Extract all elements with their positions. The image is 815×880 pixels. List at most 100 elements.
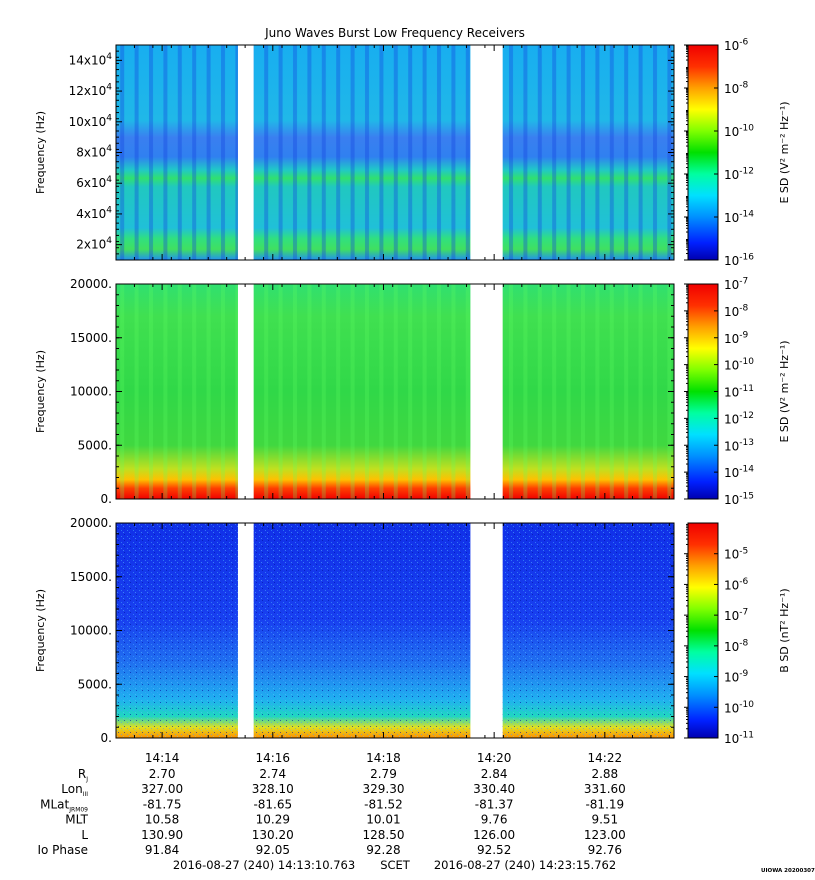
footer-start-time: 2016-08-27 (240) 14:13:10.763	[173, 858, 355, 872]
colorbar-tick-label: 10-10	[724, 357, 754, 372]
y-tick-label: 10000.	[70, 624, 112, 638]
ephemeris-label: LonIII	[61, 782, 88, 798]
ephemeris-label: MLT	[65, 813, 88, 827]
colorbar-lower	[687, 522, 719, 739]
ephemeris-value: 9.51	[591, 813, 618, 827]
ephemeris-value: 10.29	[256, 813, 290, 827]
y-tick-label: 5000.	[78, 677, 112, 691]
ephemeris-value: 329.30	[362, 782, 404, 796]
ephemeris-value: 123.00	[584, 828, 626, 842]
data-gap-1	[470, 44, 503, 261]
y-tick-label: 14x104	[69, 52, 113, 67]
colorbar-tick-label: 10-8	[724, 81, 749, 96]
colorbar-tick-label: 10-10	[724, 700, 754, 715]
ephemeris-value: 126.00	[473, 828, 515, 842]
y-tick-label: 10x104	[69, 113, 113, 128]
ephemeris-value: 128.50	[362, 828, 404, 842]
colorbar-tick-label: 10-14	[724, 465, 754, 480]
y-tick-label: 2x104	[76, 236, 112, 251]
ephemeris-value: 327.00	[141, 782, 183, 796]
colorbar-tick-label: 10-14	[724, 210, 754, 225]
ephemeris-value: 92.28	[366, 843, 400, 857]
y-tick-label: 4x104	[76, 206, 112, 221]
ephemeris-value: 2.70	[149, 767, 176, 781]
y-axis-label: Frequency (Hz)	[34, 350, 47, 433]
colorbar-tick-label: 10-8	[724, 638, 749, 653]
colorbar-tick-label: 10-6	[724, 38, 749, 53]
data-gap-0	[237, 283, 254, 500]
footer-time-system: SCET	[380, 858, 411, 872]
ephemeris-value: -81.65	[253, 797, 292, 811]
colorbar-tick-label: 10-16	[724, 253, 754, 268]
colorbar-tick-label: 10-12	[724, 411, 754, 426]
colorbar-tick-label: 10-9	[724, 330, 749, 345]
ephemeris-value: -81.19	[585, 797, 624, 811]
data-gap-0	[237, 44, 254, 261]
spectrogram-texture-middle	[116, 284, 674, 499]
x-tick-label: 14:22	[588, 751, 623, 765]
y-axis-label: Frequency (Hz)	[34, 589, 47, 672]
colorbar-tick-label: 10-8	[724, 303, 749, 318]
ephemeris-value: 92.05	[256, 843, 290, 857]
ephemeris-value: -81.37	[475, 797, 514, 811]
y-tick-label: 12x104	[69, 83, 113, 98]
x-tick-label: 14:20	[477, 751, 512, 765]
ephemeris-value: -81.75	[143, 797, 182, 811]
data-gap-1	[470, 283, 503, 500]
spectrogram-texture-upper	[116, 45, 674, 260]
panel-middle: 0. 5000. 10000. 15000. 20000. Frequency (Hz) 1…	[34, 277, 791, 507]
footer-end-time: 2016-08-27 (240) 14:23:15.762	[434, 858, 616, 872]
ephemeris-value: 130.20	[252, 828, 294, 842]
footer-stamp: UIOWA 20200307	[761, 868, 815, 874]
ephemeris-label: MLatJRM09	[40, 797, 88, 813]
ephemeris-value: 331.60	[584, 782, 626, 796]
y-tick-label: 6x104	[76, 175, 112, 190]
ephemeris-value: 10.01	[366, 813, 400, 827]
colorbar-tick-label: 10-9	[724, 669, 749, 684]
colorbar-tick-label: 10-7	[724, 608, 748, 623]
colorbar-tick-label: 10-13	[724, 438, 754, 453]
y-tick-label: 5000.	[78, 438, 112, 452]
x-tick-label: 14:18	[366, 751, 401, 765]
y-tick-label: 8x104	[76, 144, 112, 159]
ephemeris-value: 2.84	[481, 767, 508, 781]
spectrogram-texture-lower	[116, 523, 674, 738]
colorbar-tick-label: 10-11	[724, 384, 754, 399]
colorbar-tick-label: 10-12	[724, 167, 754, 182]
ephemeris-value: 9.76	[481, 813, 508, 827]
ephemeris-value: 2.74	[259, 767, 286, 781]
footer: 2016-08-27 (240) 14:13:10.763 SCET 2016-…	[173, 858, 815, 874]
ephemeris-value: 10.58	[145, 813, 179, 827]
panel-upper: 2x104 4x104 6x104 8x104 10x104 12x104 14x104 Fr…	[34, 38, 791, 268]
colorbar-label: B SD (nT² Hz⁻¹)	[778, 588, 791, 672]
y-tick-label: 0.	[101, 492, 112, 506]
y-axis-label: Frequency (Hz)	[34, 111, 47, 194]
y-tick-label: 15000.	[70, 331, 112, 345]
ephemeris-label: Io Phase	[37, 843, 88, 857]
ephemeris-value: -81.52	[364, 797, 403, 811]
ephemeris-value: 92.76	[588, 843, 622, 857]
ephemeris-value: 92.52	[477, 843, 511, 857]
panel-lower: 0. 5000. 10000. 15000. 20000. Frequency (Hz) 1…	[34, 516, 791, 746]
data-gap-1	[470, 522, 503, 739]
x-tick-label: 14:16	[255, 751, 290, 765]
y-tick-label: 15000.	[70, 570, 112, 584]
y-tick-label: 20000.	[70, 277, 112, 291]
ephemeris-value: 91.84	[145, 843, 179, 857]
data-gap-0	[237, 522, 254, 739]
colorbar-tick-label: 10-7	[724, 277, 748, 292]
ephemeris-value: 130.90	[141, 828, 183, 842]
colorbar-tick-label: 10-5	[724, 546, 748, 561]
colorbar-tick-label: 10-6	[724, 577, 749, 592]
ephemeris-label: RJ	[78, 767, 88, 783]
colorbar-tick-label: 10-10	[724, 124, 754, 139]
colorbar-tick-label: 10-15	[724, 492, 754, 507]
ephemeris-label: L	[81, 828, 88, 842]
chart-title: Juno Waves Burst Low Frequency Receivers	[264, 26, 525, 40]
y-tick-label: 10000.	[70, 385, 112, 399]
colorbar-tick-label: 10-11	[724, 731, 754, 746]
colorbar-upper	[687, 44, 719, 261]
ephemeris-value: 328.10	[252, 782, 294, 796]
y-tick-label: 0.	[101, 731, 112, 745]
